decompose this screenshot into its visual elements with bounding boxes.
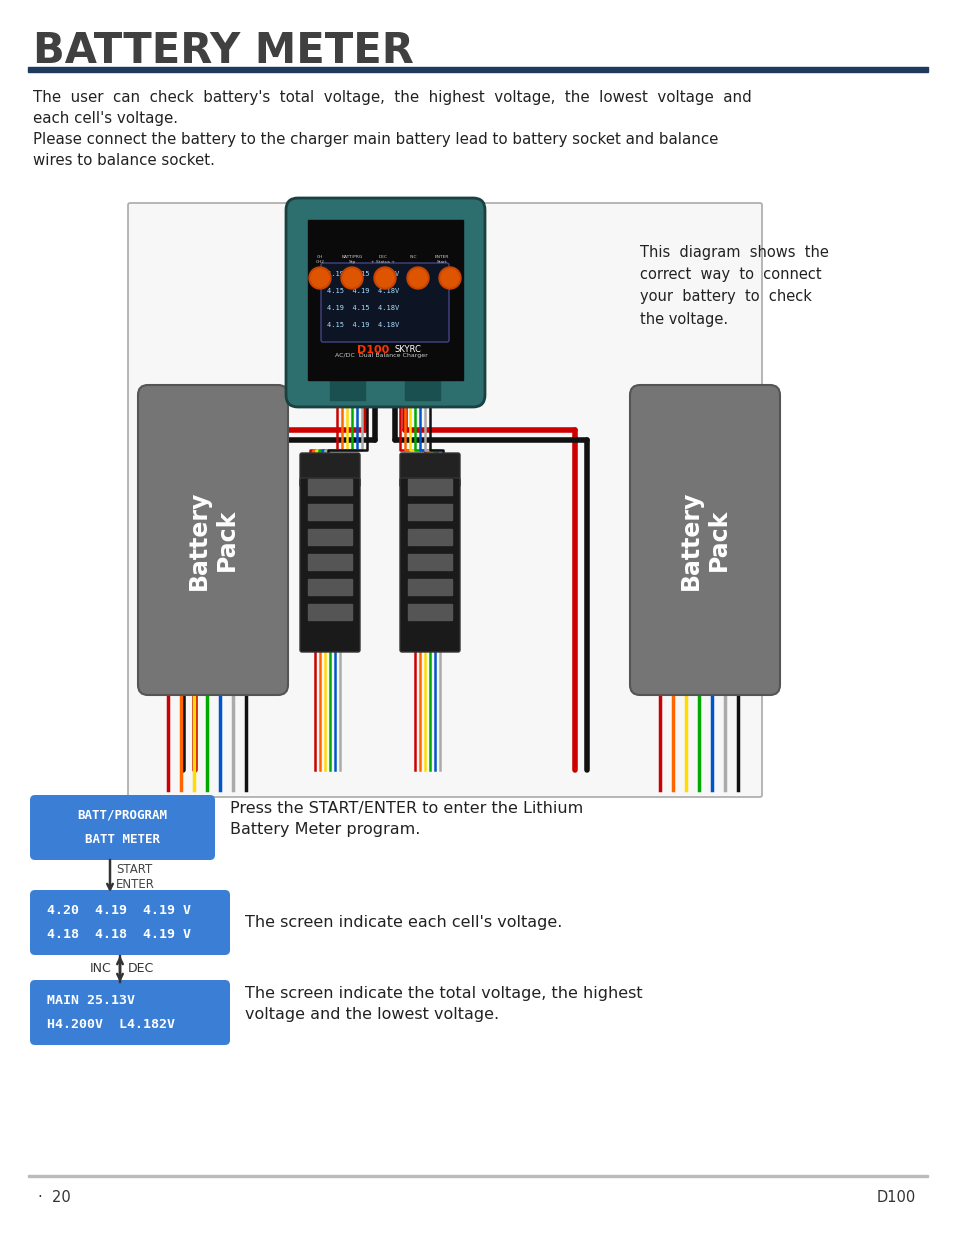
FancyBboxPatch shape [128,203,761,797]
Bar [408,504,452,520]
FancyBboxPatch shape [30,890,230,955]
Text: 4.19  4.15  4.18V: 4.19 4.15 4.18V [327,271,399,276]
Bar [308,579,352,595]
Bar [405,380,439,400]
Text: BATTERY METER: BATTERY METER [33,30,414,72]
Text: This  diagram  shows  the
correct  way  to  connect
your  battery  to  check
the: This diagram shows the correct way to co… [639,245,828,326]
Text: D100: D100 [876,1190,915,1205]
Bar [308,220,462,380]
FancyBboxPatch shape [30,980,230,1045]
Text: H4.200V  L4.182V: H4.200V L4.182V [47,1018,174,1031]
FancyBboxPatch shape [299,453,359,487]
Text: CH
CH2: CH CH2 [315,255,324,264]
Text: BATT METER: BATT METER [85,833,160,847]
FancyBboxPatch shape [299,478,359,652]
Text: DEC: DEC [128,962,154,975]
Text: The screen indicate each cell's voltage.: The screen indicate each cell's voltage. [245,915,561,930]
Text: DEC
+ Status +: DEC + Status + [371,255,395,264]
Text: INC: INC [409,255,416,264]
Bar [330,380,365,400]
FancyBboxPatch shape [286,198,484,407]
Bar [408,579,452,595]
FancyBboxPatch shape [30,796,214,860]
Text: BATT/PROGRAM: BATT/PROGRAM [77,809,168,822]
Text: INC: INC [91,962,112,975]
Bar [28,67,927,72]
Text: 4.15  4.19  4.18V: 4.15 4.19 4.18V [327,288,399,294]
Circle shape [311,269,329,288]
Circle shape [409,269,427,288]
Text: START
ENTER: START ENTER [116,863,154,891]
Circle shape [438,266,460,289]
Circle shape [375,269,394,288]
Text: 4.18  4.18  4.19 V: 4.18 4.18 4.19 V [47,928,191,941]
Circle shape [407,266,429,289]
Text: Please connect the battery to the charger main battery lead to battery socket an: Please connect the battery to the charge… [33,132,718,147]
Text: 4.19  4.15  4.18V: 4.19 4.15 4.18V [327,305,399,311]
Bar [28,1175,927,1177]
Text: wires to balance socket.: wires to balance socket. [33,153,214,168]
FancyBboxPatch shape [629,385,780,695]
Text: The  user  can  check  battery's  total  voltage,  the  highest  voltage,  the  : The user can check battery's total volta… [33,90,751,105]
Bar [308,479,352,496]
Bar [308,604,352,620]
Text: SKYRC: SKYRC [395,345,421,354]
Bar [408,604,452,620]
Text: ENTER
Start: ENTER Start [435,255,449,264]
Text: MAIN 25.13V: MAIN 25.13V [47,994,135,1007]
Circle shape [374,266,395,289]
Bar [408,479,452,496]
Circle shape [309,266,331,289]
Text: D100: D100 [356,345,389,355]
Bar [408,529,452,545]
Text: each cell's voltage.: each cell's voltage. [33,111,178,126]
Text: Battery
Pack: Battery Pack [187,491,238,590]
Bar [408,554,452,570]
Text: AC/DC  Dual Balance Charger: AC/DC Dual Balance Charger [335,354,427,359]
Circle shape [343,269,360,288]
Text: Battery
Pack: Battery Pack [679,491,730,590]
Circle shape [340,266,363,289]
Circle shape [440,269,458,288]
FancyBboxPatch shape [320,263,449,342]
Bar [308,554,352,570]
Text: ·  20: · 20 [38,1190,71,1205]
FancyBboxPatch shape [399,478,459,652]
FancyBboxPatch shape [399,453,459,487]
Text: The screen indicate the total voltage, the highest
voltage and the lowest voltag: The screen indicate the total voltage, t… [245,986,642,1022]
Text: Press the START/ENTER to enter the Lithium
Battery Meter program.: Press the START/ENTER to enter the Lithi… [230,802,582,837]
Text: 4.20  4.19  4.19 V: 4.20 4.19 4.19 V [47,904,191,916]
FancyBboxPatch shape [138,385,288,695]
Bar [308,529,352,545]
Text: BATT/PRG
Stp: BATT/PRG Stp [341,255,362,264]
Text: 4.15  4.19  4.18V: 4.15 4.19 4.18V [327,322,399,327]
Bar [308,504,352,520]
